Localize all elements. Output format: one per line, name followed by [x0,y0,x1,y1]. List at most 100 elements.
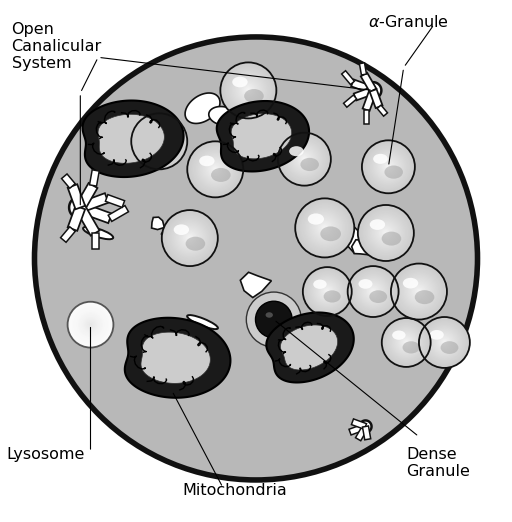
Circle shape [374,152,403,181]
Ellipse shape [289,146,304,156]
Circle shape [383,161,394,172]
Circle shape [377,224,394,241]
Polygon shape [141,332,210,383]
Circle shape [366,284,381,299]
Circle shape [162,210,218,266]
Circle shape [425,324,463,362]
Circle shape [162,210,218,266]
Circle shape [214,168,217,171]
Circle shape [432,330,457,355]
Circle shape [441,339,448,346]
Polygon shape [370,89,382,108]
Circle shape [197,151,233,187]
Circle shape [424,322,465,363]
Circle shape [371,218,401,248]
Circle shape [279,134,330,184]
Polygon shape [78,193,109,212]
Circle shape [77,311,104,338]
Circle shape [131,113,187,169]
Circle shape [176,224,204,252]
Circle shape [175,223,205,254]
Ellipse shape [403,278,418,289]
Polygon shape [351,79,374,94]
Circle shape [163,211,217,265]
Circle shape [426,325,462,360]
Circle shape [399,335,414,350]
Circle shape [367,285,379,298]
Circle shape [237,79,260,102]
Circle shape [392,328,421,357]
Polygon shape [364,110,369,124]
Circle shape [191,146,239,193]
Circle shape [324,288,331,295]
Circle shape [428,326,461,359]
Circle shape [301,155,308,163]
Circle shape [304,207,346,248]
Circle shape [423,321,466,364]
Circle shape [86,320,95,329]
Circle shape [408,280,430,303]
Circle shape [306,209,344,247]
Text: Dense
Granule: Dense Granule [406,447,470,479]
Circle shape [187,141,243,197]
Ellipse shape [232,77,248,87]
Circle shape [281,135,328,183]
Ellipse shape [313,280,327,289]
Circle shape [131,113,187,169]
Circle shape [164,213,215,263]
Polygon shape [240,272,271,298]
Circle shape [71,305,111,345]
Circle shape [384,321,428,364]
Circle shape [436,334,453,351]
Circle shape [151,133,167,150]
Circle shape [196,150,235,189]
Ellipse shape [211,168,231,182]
Circle shape [226,68,271,113]
Polygon shape [76,183,97,210]
Polygon shape [90,170,99,186]
Circle shape [136,117,183,165]
Circle shape [282,137,327,182]
Polygon shape [354,87,374,100]
Circle shape [145,127,173,156]
Circle shape [209,164,221,175]
Circle shape [379,226,393,240]
Polygon shape [352,240,372,255]
Polygon shape [125,318,230,398]
Ellipse shape [430,330,444,340]
Polygon shape [82,101,184,177]
Circle shape [433,331,456,354]
Circle shape [205,160,225,179]
Circle shape [399,272,439,311]
Circle shape [180,228,200,248]
Circle shape [311,276,343,307]
Circle shape [287,142,322,176]
Circle shape [380,159,396,175]
Circle shape [236,78,261,103]
Circle shape [314,278,340,305]
Circle shape [418,290,420,293]
Polygon shape [231,114,292,159]
Circle shape [373,151,404,183]
Circle shape [397,269,441,314]
Circle shape [382,160,395,173]
Circle shape [348,266,398,317]
Ellipse shape [301,158,319,171]
Circle shape [313,277,342,306]
Circle shape [316,280,338,303]
Circle shape [298,152,311,166]
Circle shape [309,273,346,310]
Circle shape [376,155,400,179]
Circle shape [409,282,429,301]
Ellipse shape [441,341,458,354]
Circle shape [319,283,336,300]
Circle shape [390,327,422,359]
Circle shape [296,200,353,256]
Circle shape [381,229,390,237]
Polygon shape [68,206,85,231]
Circle shape [69,303,112,346]
Circle shape [439,337,450,348]
Circle shape [75,310,106,340]
Circle shape [243,85,254,96]
Circle shape [413,286,424,297]
